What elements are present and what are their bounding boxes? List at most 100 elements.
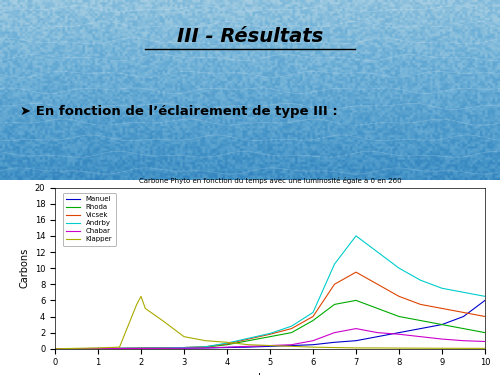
Chabar <box>181 346 187 350</box>
Klapper <box>138 294 144 298</box>
Rhoda <box>374 306 380 310</box>
Andrby <box>160 346 166 350</box>
Manuel <box>460 314 466 319</box>
Andrby <box>74 346 80 351</box>
Chabar <box>202 346 208 350</box>
Chabar <box>224 345 230 350</box>
Vicsek <box>460 310 466 315</box>
Klapper <box>202 338 208 343</box>
Andrby <box>181 345 187 350</box>
Chabar <box>482 339 488 344</box>
Vicsek <box>202 345 208 349</box>
Klapper <box>267 343 273 348</box>
Vicsek <box>374 282 380 286</box>
Klapper <box>116 345 122 350</box>
Manuel <box>246 345 252 350</box>
Line: Chabar: Chabar <box>55 328 485 349</box>
Klapper <box>52 346 58 351</box>
Klapper <box>332 345 338 350</box>
Vicsek <box>353 270 359 274</box>
Klapper <box>142 306 148 310</box>
Rhoda <box>202 345 208 350</box>
Chabar <box>116 346 122 351</box>
Chabar <box>353 326 359 331</box>
Line: Manuel: Manuel <box>55 300 485 349</box>
Chabar <box>396 332 402 336</box>
Andrby <box>310 310 316 315</box>
Klapper <box>95 346 101 350</box>
Rhoda <box>138 346 144 350</box>
Klapper <box>224 340 230 345</box>
Vicsek <box>246 337 252 341</box>
Andrby <box>52 346 58 351</box>
Rhoda <box>460 326 466 331</box>
Rhoda <box>332 302 338 307</box>
Manuel <box>181 346 187 350</box>
Manuel <box>52 346 58 351</box>
Vicsek <box>95 346 101 351</box>
Klapper <box>288 344 294 349</box>
Chabar <box>374 330 380 335</box>
Vicsek <box>181 345 187 350</box>
Chabar <box>138 346 144 351</box>
Manuel <box>116 346 122 351</box>
Andrby <box>482 294 488 298</box>
Manuel <box>482 298 488 303</box>
Rhoda <box>52 346 58 351</box>
Rhoda <box>181 345 187 350</box>
Text: ➤ En fonction de l’éclairement de type III :: ➤ En fonction de l’éclairement de type I… <box>20 105 338 118</box>
Rhoda <box>396 314 402 319</box>
Chabar <box>310 338 316 343</box>
Line: Andrby: Andrby <box>55 236 485 349</box>
Chabar <box>52 346 58 351</box>
Andrby <box>202 345 208 349</box>
Andrby <box>288 324 294 328</box>
Klapper <box>439 346 445 351</box>
Manuel <box>439 322 445 327</box>
Chabar <box>160 346 166 351</box>
Chabar <box>332 330 338 335</box>
Manuel <box>160 346 166 351</box>
Vicsek <box>482 314 488 319</box>
Andrby <box>95 346 101 351</box>
Vicsek <box>418 302 424 307</box>
Rhoda <box>482 330 488 335</box>
Rhoda <box>353 298 359 303</box>
Manuel <box>310 342 316 347</box>
Manuel <box>74 346 80 351</box>
Vicsek <box>74 346 80 351</box>
Klapper <box>181 334 187 339</box>
Vicsek <box>52 346 58 351</box>
Text: III - Résultats: III - Résultats <box>177 27 323 45</box>
Manuel <box>396 330 402 335</box>
Manuel <box>138 346 144 351</box>
Andrby <box>439 286 445 291</box>
Rhoda <box>288 330 294 335</box>
Klapper <box>482 346 488 351</box>
Andrby <box>353 234 359 238</box>
Chabar <box>439 337 445 341</box>
X-axis label: Jours: Jours <box>258 373 282 375</box>
Line: Vicsek: Vicsek <box>55 272 485 349</box>
Andrby <box>267 331 273 336</box>
Rhoda <box>418 318 424 323</box>
Klapper <box>310 345 316 350</box>
Rhoda <box>224 342 230 347</box>
Rhoda <box>95 346 101 351</box>
Title: Carbone Phyto en fonction du temps avec une luminosité égale à 0 en 260: Carbone Phyto en fonction du temps avec … <box>138 177 402 184</box>
Andrby <box>224 341 230 345</box>
Vicsek <box>310 314 316 319</box>
Vicsek <box>332 282 338 286</box>
Manuel <box>267 344 273 349</box>
Chabar <box>95 346 101 351</box>
Vicsek <box>288 326 294 331</box>
Manuel <box>374 334 380 339</box>
Line: Rhoda: Rhoda <box>55 300 485 349</box>
Rhoda <box>74 346 80 351</box>
Andrby <box>138 346 144 350</box>
Klapper <box>418 346 424 350</box>
Klapper <box>246 342 252 347</box>
Andrby <box>396 266 402 270</box>
Vicsek <box>396 294 402 298</box>
Andrby <box>116 346 122 351</box>
